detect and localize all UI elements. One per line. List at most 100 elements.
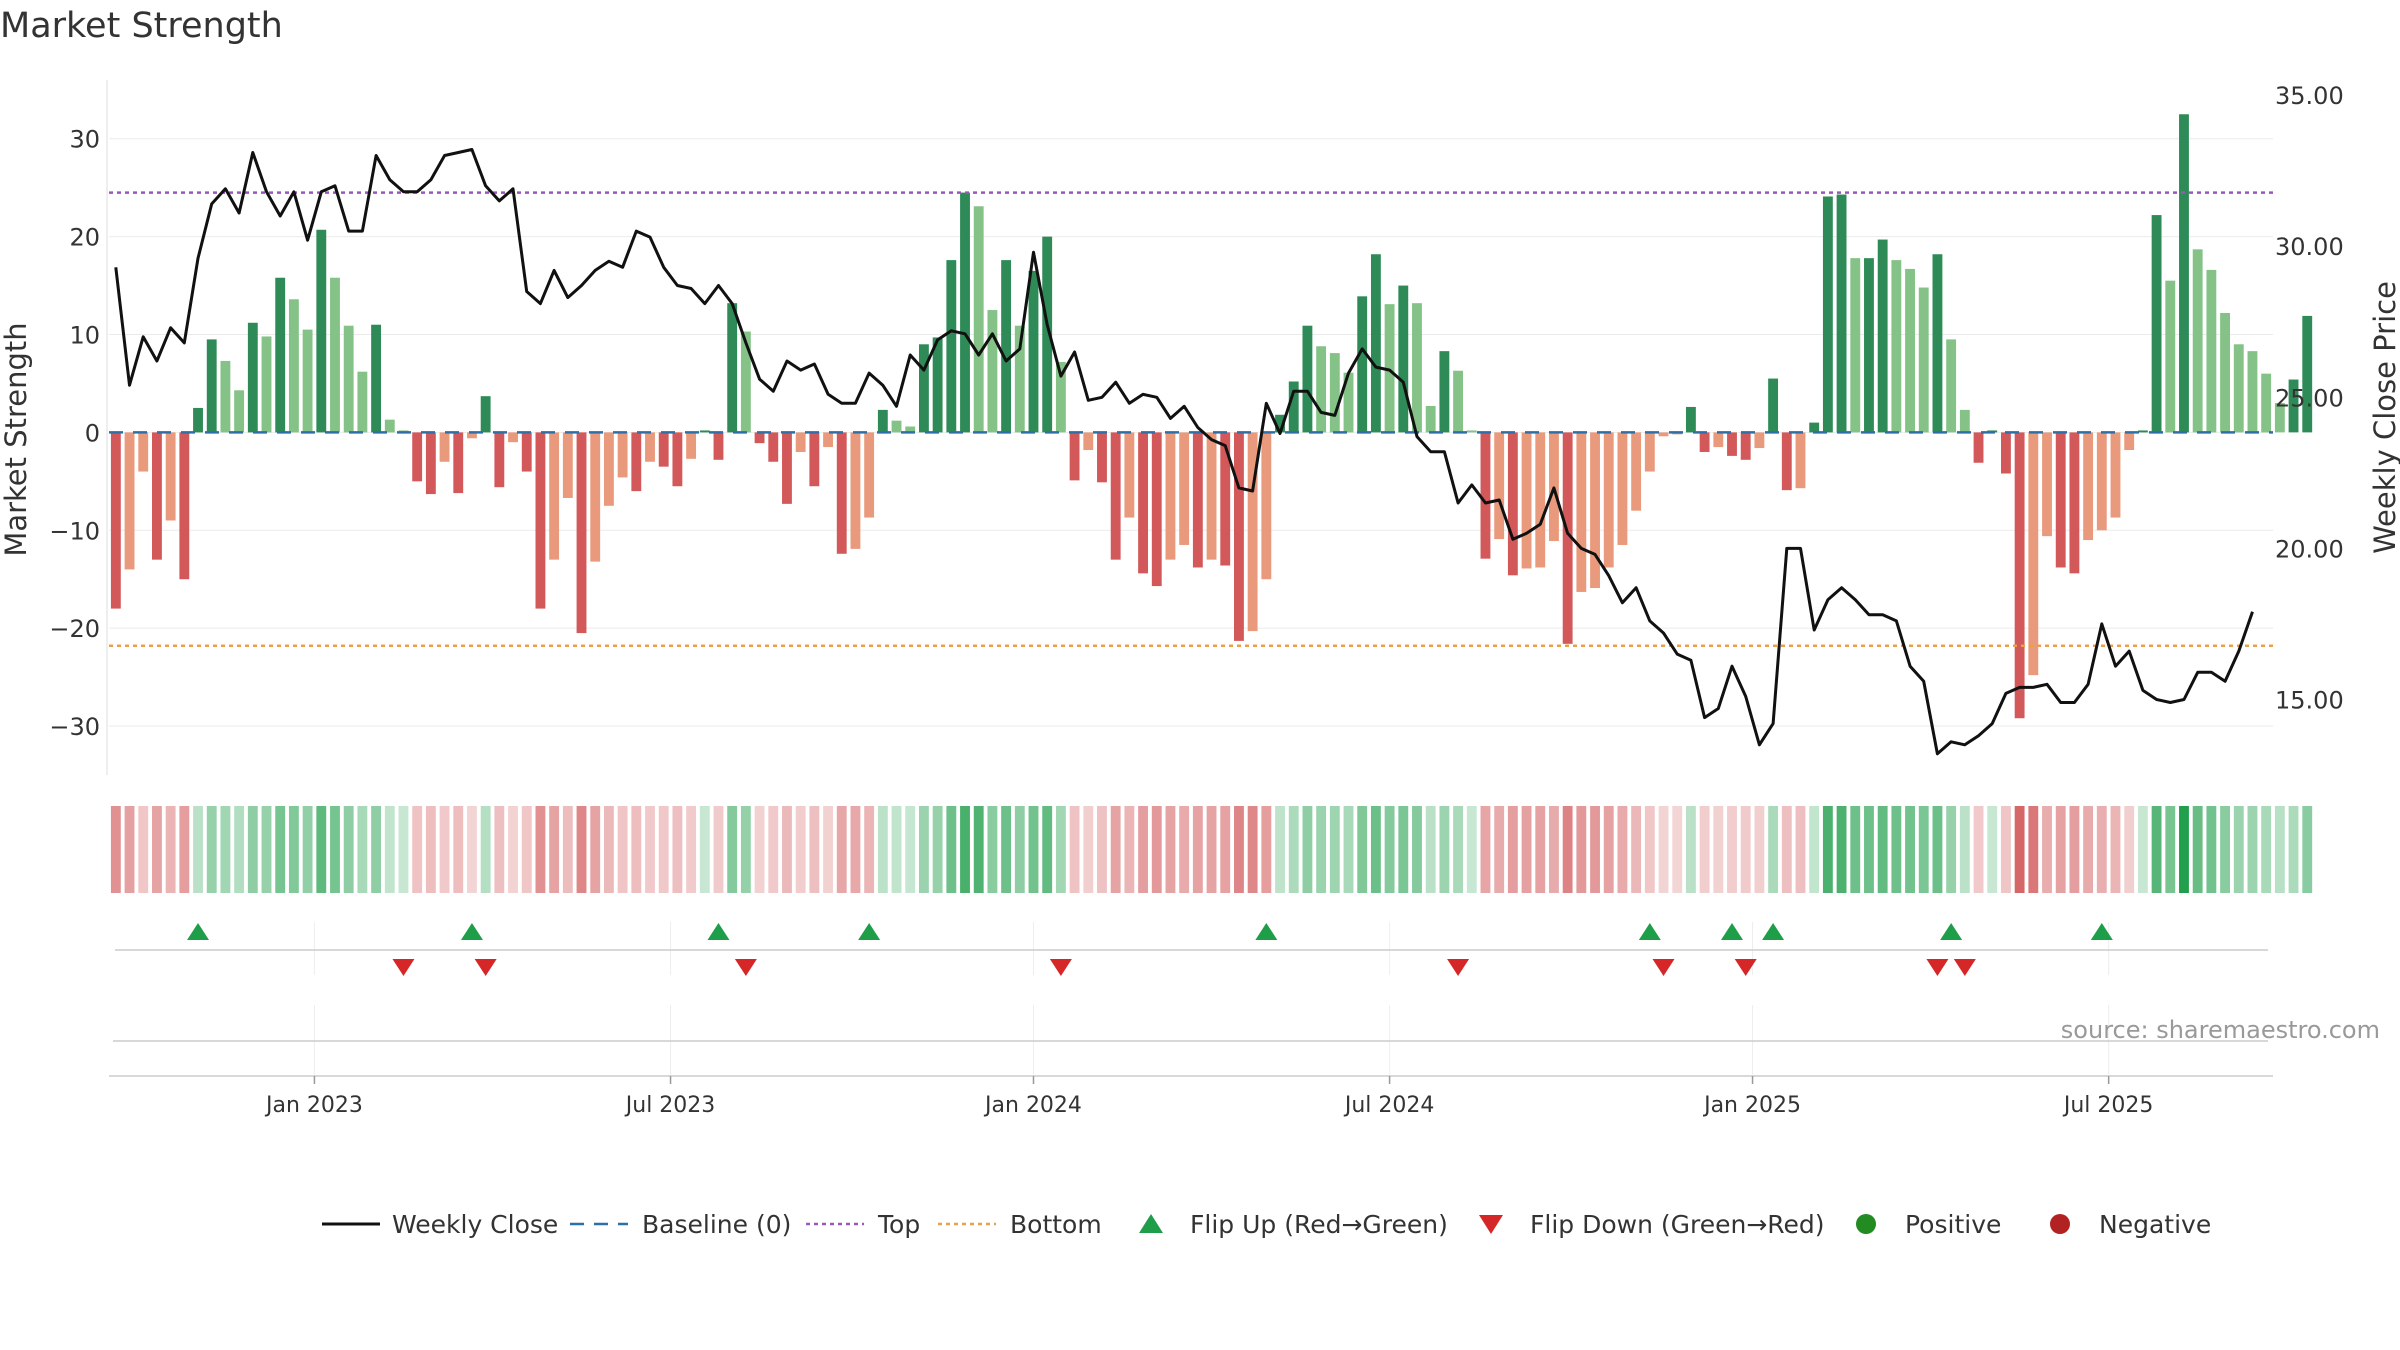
strength-bar [1329,353,1340,433]
flip-down-marker [1447,959,1470,976]
heat-cell [1165,806,1176,893]
strength-bar [918,344,929,433]
strength-bar [946,260,957,433]
heat-cell [1151,806,1162,893]
strength-bar [2137,430,2148,433]
strength-bar [2096,432,2107,531]
heat-cell [987,806,998,893]
strength-bar [2247,351,2258,433]
heat-cell [165,806,176,893]
heat-cell [1425,806,1436,893]
heat-cell [1014,806,1025,893]
strength-bar [1685,406,1696,433]
heat-cell [179,806,190,893]
strength-bar [1343,372,1354,433]
heat-cell [1384,806,1395,893]
strength-bar [1973,432,1984,463]
strength-bar [1001,260,1012,433]
heat-cell [1192,806,1203,893]
heat-cell [686,806,697,893]
heat-cell [2083,806,2094,893]
heat-cell [1658,806,1669,893]
heat-cell [521,806,532,893]
strength-bar [1083,432,1094,451]
flip-up-marker [1940,923,1963,940]
heat-cell [727,806,738,893]
heat-cell [124,806,135,893]
heat-cell [1110,806,1121,893]
strength-bar [1179,432,1190,545]
strength-bar [576,432,587,634]
heat-cell [343,806,354,893]
heat-cell [1740,806,1751,893]
heat-cell [1302,806,1313,893]
strength-bar [973,206,984,433]
strength-bar [2151,215,2162,433]
strength-bar [1521,432,1532,569]
strength-bar [1412,303,1422,433]
strength-bar [823,432,833,448]
strength-bar [2028,432,2039,676]
heat-cell [1617,806,1628,893]
heat-cell [316,806,327,893]
heat-cell [864,806,875,893]
strength-bar [2261,373,2272,433]
strength-bars [110,114,2313,719]
strength-bar [138,432,149,472]
heat-cell [877,806,888,893]
heat-cell [1124,806,1135,893]
strength-bar [645,432,655,462]
strength-bar [768,432,779,462]
legend-label: Weekly Close [392,1210,558,1239]
strength-bar [261,336,272,433]
heat-cell [1220,806,1231,893]
legend-dot-icon [2050,1214,2070,1234]
flip-up-marker [187,923,210,940]
x-tick-label: Jul 2025 [2062,1093,2154,1118]
heat-cell [1590,806,1600,893]
strength-bar [165,432,176,521]
heat-cell [1973,806,1984,893]
heat-cell [152,806,162,893]
strength-bar [2220,312,2230,433]
strength-bar [713,432,724,460]
strength-bar [1466,430,1477,433]
left-tick-label: 0 [85,419,100,447]
strength-bar [343,325,354,433]
heat-cell [1398,806,1409,893]
heat-cell [699,806,710,893]
heat-cell [1905,806,1915,893]
heat-cell [603,806,614,893]
strength-bar [727,303,738,433]
heat-cell [576,806,587,893]
legend-label: Bottom [1010,1210,1102,1239]
strength-bar [467,432,477,439]
strength-bar [1836,194,1847,433]
strength-bar [740,331,751,433]
heat-cell [2000,806,2011,893]
heat-cell [1795,806,1806,893]
strength-bar [549,432,560,560]
heat-cell [2110,806,2121,893]
strength-bar [1850,258,1861,433]
heat-cell [535,806,546,893]
strength-bar [2274,403,2285,433]
heat-cell [1864,806,1874,893]
heat-cell [631,806,642,893]
strength-bar [1946,339,1957,433]
heat-cell [1685,806,1696,893]
strength-bar [494,432,505,488]
empty-panel [113,1005,2268,1075]
strength-bar [206,339,217,433]
x-tick-label: Jan 2024 [983,1093,1082,1118]
legend-flip-up-icon [1139,1214,1163,1233]
heat-cell [1288,806,1299,893]
strength-bar [795,432,806,452]
heat-cell [1206,806,1217,893]
heat-cell [2261,806,2272,893]
legend-item: Flip Up (Red→Green) [1139,1210,1448,1239]
heat-cell [1055,806,1066,893]
heat-cell [2220,806,2230,893]
strength-bar [617,432,628,478]
heat-cell [453,806,464,893]
